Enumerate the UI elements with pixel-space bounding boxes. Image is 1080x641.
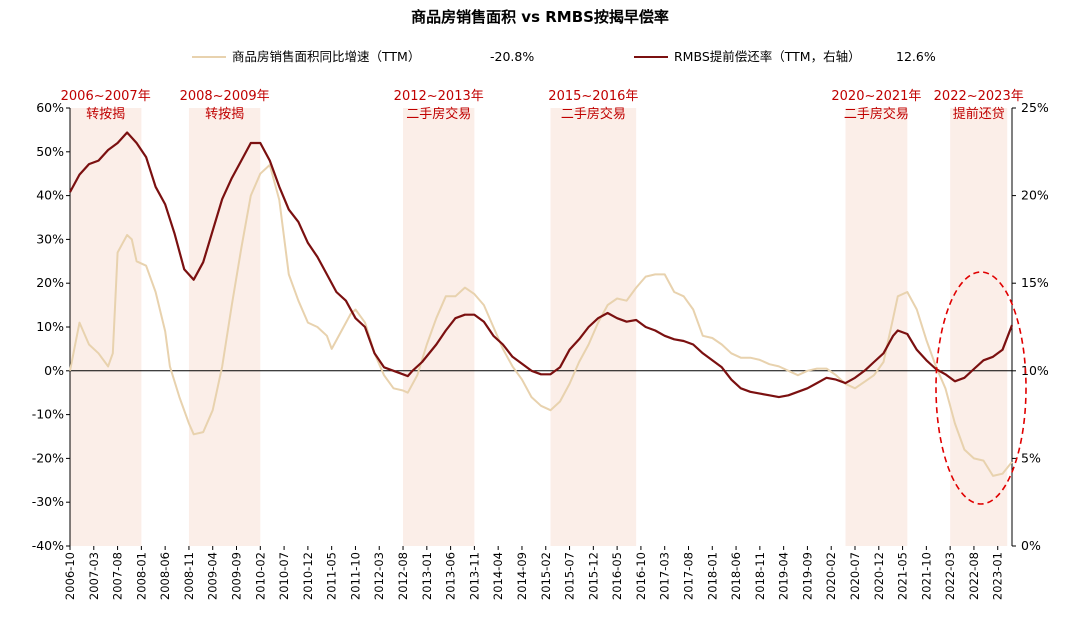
band-label-desc-3: 二手房交易 xyxy=(561,106,626,122)
y-left-tick-label: -40% xyxy=(32,538,64,553)
band-label-period-5: 2022~2023年 xyxy=(934,89,1024,104)
series-line-sales-growth xyxy=(69,163,1013,477)
axes: 60% 50% 40% 30% 20% 10% 0% -10% -20% -30% -40% 25% 2… xyxy=(32,100,1049,553)
x-tick-label: 2012-08 xyxy=(396,552,410,600)
x-tick-label: 2017-08 xyxy=(681,552,695,600)
y-left-tick-label: 60% xyxy=(36,100,64,115)
x-tick-label: 2020-02 xyxy=(824,552,838,600)
x-tick-label: 2016-10 xyxy=(634,552,648,600)
legend-value-rmbs: 12.6% xyxy=(896,49,936,64)
chart-title: 商品房销售面积 vs RMBS按揭早偿率 xyxy=(411,8,669,26)
x-tick-label: 2015-12 xyxy=(586,552,600,600)
band-label-period-4: 2020~2021年 xyxy=(831,89,921,104)
x-tick-label: 2014-04 xyxy=(491,552,505,600)
x-tick-label: 2008-11 xyxy=(182,552,196,600)
series-group xyxy=(69,131,1014,477)
y-left-tick-label: -10% xyxy=(32,407,64,422)
y-right-tick-label: 0% xyxy=(1021,538,1041,553)
x-tick-label: 2019-04 xyxy=(777,552,791,600)
band-label-period-2: 2012~2013年 xyxy=(394,89,484,104)
x-tick-label: 2013-06 xyxy=(444,552,458,600)
x-tick-label: 2012-03 xyxy=(372,552,386,600)
x-tick-label: 2015-02 xyxy=(539,552,553,600)
x-tick-label: 2015-07 xyxy=(563,552,577,600)
band-label-desc-0: 转按揭 xyxy=(86,107,125,122)
x-tick-label: 2023-01 xyxy=(991,552,1005,600)
y-left-tick-label: 50% xyxy=(36,144,64,159)
series-line-rmbs-prepayment xyxy=(69,131,1014,399)
legend-value-sales: -20.8% xyxy=(490,49,534,64)
y-right-tick-label: 10% xyxy=(1021,363,1049,378)
band-label-desc-2: 二手房交易 xyxy=(406,106,471,122)
legend-label-sales: 商品房销售面积同比增速（TTM） xyxy=(232,49,420,64)
y-left-tick-label: 40% xyxy=(36,188,64,203)
band-label-period-1: 2008~2009年 xyxy=(180,89,270,104)
legend-label-rmbs: RMBS提前偿还率（TTM，右轴） xyxy=(674,49,861,64)
x-tick-label: 2006-10 xyxy=(63,552,77,600)
band-5 xyxy=(950,108,1008,546)
x-tick-label: 2022-03 xyxy=(943,552,957,600)
highlight-bands: 2006~2007年转按揭2008~2009年转按揭2012~2013年二手房交… xyxy=(61,89,1024,546)
x-tick-label: 2009-04 xyxy=(206,552,220,600)
y-right-tick-label: 15% xyxy=(1021,275,1049,290)
y-right-tick-label: 5% xyxy=(1021,450,1041,465)
x-tick-label: 2013-01 xyxy=(420,552,434,600)
y-left-tick-label: 10% xyxy=(36,319,64,334)
x-tick-label: 2014-09 xyxy=(515,552,529,600)
x-tick-label: 2020-12 xyxy=(872,552,886,600)
band-3 xyxy=(550,108,637,546)
band-label-desc-4: 二手房交易 xyxy=(844,106,909,122)
y-left-tick-label: 30% xyxy=(36,231,64,246)
highlight-ellipse xyxy=(935,271,1027,505)
x-tick-label: 2018-11 xyxy=(753,552,767,600)
x-tick-label: 2017-03 xyxy=(658,552,672,600)
y-left-tick-label: 20% xyxy=(36,275,64,290)
y-left-tick-label: -30% xyxy=(32,494,64,509)
x-tick-label: 2021-05 xyxy=(896,552,910,600)
legend: 商品房销售面积同比增速（TTM） -20.8% RMBS提前偿还率（TTM，右轴… xyxy=(192,49,936,64)
x-tick-label: 2018-01 xyxy=(705,552,719,600)
x-tick-label: 2009-09 xyxy=(230,552,244,600)
band-label-desc-1: 转按揭 xyxy=(205,107,244,122)
x-tick-label: 2020-07 xyxy=(848,552,862,600)
x-tick-label: 2016-05 xyxy=(610,552,624,600)
y-left-tick-label: 0% xyxy=(44,363,64,378)
band-2 xyxy=(403,108,475,546)
x-tick-labels: 2006-10 2007-03 2007-08 2008-01 2008-06 2008-… xyxy=(63,546,1005,600)
y-right-tick-label: 25% xyxy=(1021,100,1049,115)
x-tick-label: 2008-06 xyxy=(158,552,172,600)
x-tick-label: 2007-08 xyxy=(111,552,125,600)
x-tick-label: 2011-05 xyxy=(325,552,339,600)
x-tick-label: 2008-01 xyxy=(134,552,148,600)
band-label-period-0: 2006~2007年 xyxy=(61,89,151,104)
band-label-period-3: 2015~2016年 xyxy=(548,89,638,104)
x-tick-label: 2019-09 xyxy=(800,552,814,600)
y-left-tick-label: -20% xyxy=(32,450,64,465)
band-label-desc-5: 提前还贷 xyxy=(953,106,1005,122)
x-tick-label: 2022-08 xyxy=(967,552,981,600)
x-tick-label: 2013-11 xyxy=(467,552,481,600)
x-tick-label: 2018-06 xyxy=(729,552,743,600)
x-tick-label: 2010-12 xyxy=(301,552,315,600)
x-tick-label: 2011-10 xyxy=(348,552,362,600)
x-tick-label: 2010-02 xyxy=(253,552,267,600)
band-4 xyxy=(845,108,908,546)
y-right-tick-label: 20% xyxy=(1021,188,1049,203)
x-tick-label: 2007-03 xyxy=(87,552,101,600)
band-1 xyxy=(188,108,261,546)
x-tick-label: 2010-07 xyxy=(277,552,291,600)
x-tick-label: 2021-10 xyxy=(919,552,933,600)
